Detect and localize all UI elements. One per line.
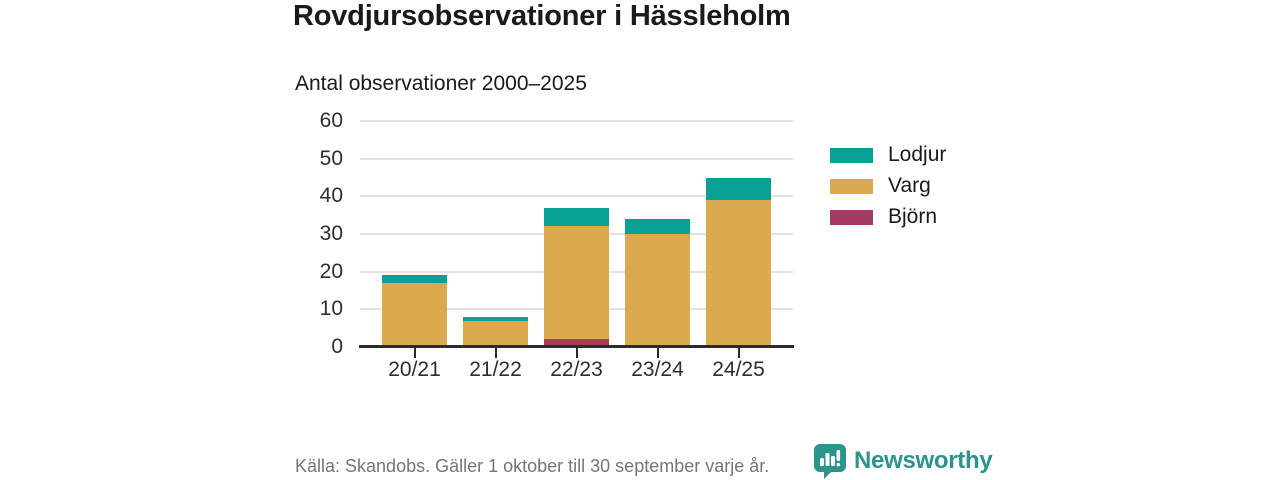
legend-label-varg: Varg: [888, 174, 931, 197]
x-axis-line: [359, 345, 794, 348]
bar-segment-björn-22/23: [544, 339, 609, 347]
newsworthy-brand-link[interactable]: Newsworthy: [813, 443, 993, 479]
x-tick-slot-24/25: [698, 348, 779, 358]
x-tick-22/23: [575, 348, 578, 358]
x-tick-slot-22/23: [536, 348, 617, 358]
bar-segment-lodjur-23/24: [625, 218, 690, 234]
legend-item-lodjur: Lodjur: [830, 142, 946, 168]
legend-swatch-varg: [830, 178, 873, 194]
x-tick-label-20/21: 20/21: [388, 358, 441, 381]
bar-slot-24/25: [698, 121, 779, 347]
stacked-bar-23/24: [625, 218, 690, 347]
y-tick-label-10: 10: [319, 297, 343, 321]
x-tick-slot-23/24: [617, 348, 698, 358]
bar-segment-varg-20/21: [382, 282, 447, 347]
page-title: Rovdjursobservationer i Hässleholm: [293, 0, 791, 32]
bar-segment-lodjur-21/22: [463, 316, 528, 321]
stacked-bar-24/25: [706, 177, 771, 347]
x-tick-slot-21/22: [455, 348, 536, 358]
x-tick-24/25: [737, 348, 740, 358]
bar-slot-22/23: [536, 121, 617, 347]
x-tick-23/24: [656, 348, 659, 358]
bar-segment-varg-23/24: [625, 234, 690, 347]
legend-label-lodjur: Lodjur: [888, 143, 947, 166]
bar-slot-20/21: [374, 121, 455, 347]
x-tick-slot-20/21: [374, 348, 455, 358]
y-tick-label-20: 20: [319, 259, 343, 283]
stacked-bar-21/22: [463, 316, 528, 347]
legend-item-björn: Björn: [830, 204, 946, 230]
y-tick-label-60: 60: [319, 109, 343, 132]
legend-swatch-björn: [830, 209, 873, 225]
gridline-y-40: [360, 195, 793, 198]
x-tick-label-23/24: 23/24: [631, 358, 684, 381]
stacked-bar-22/23: [544, 207, 609, 347]
gridline-y-50: [360, 157, 793, 160]
newsworthy-logo-icon: [814, 444, 846, 479]
y-tick-label-30: 30: [319, 222, 343, 245]
legend-label-björn: Björn: [888, 205, 938, 228]
bar-segment-varg-24/25: [706, 200, 771, 347]
y-tick-label-0: 0: [331, 335, 343, 358]
source-text: Källa: Skandobs. Gäller 1 oktober till 3…: [295, 456, 770, 476]
newsworthy-wordmark: Newsworthy: [854, 447, 993, 474]
y-tick-label-40: 40: [319, 184, 343, 208]
x-tick-21/22: [494, 348, 497, 358]
stacked-bar-20/21: [382, 275, 447, 347]
bar-slot-23/24: [617, 121, 698, 347]
bar-slot-21/22: [455, 121, 536, 347]
bar-segment-lodjur-22/23: [544, 207, 609, 227]
legend-swatch-lodjur: [830, 147, 873, 163]
chart-subtitle: Antal observationer 2000–2025: [295, 72, 587, 95]
x-axis-ticks: [374, 348, 779, 358]
x-tick-label-22/23: 22/23: [550, 358, 603, 381]
gridline-y-60: [360, 120, 793, 122]
bar-segment-lodjur-20/21: [382, 275, 447, 283]
bar-segment-lodjur-24/25: [706, 177, 771, 201]
bar-segment-varg-22/23: [544, 226, 609, 340]
bar-segment-varg-21/22: [463, 320, 528, 347]
legend: Lodjur Varg Björn: [830, 142, 946, 235]
x-tick-label-21/22: 21/22: [469, 358, 522, 381]
legend-item-varg: Varg: [830, 173, 946, 199]
y-tick-label-50: 50: [319, 146, 343, 170]
x-tick-label-24/25: 24/25: [712, 358, 765, 381]
x-axis-labels: 20/21 21/22 22/23 23/24 24/25: [374, 357, 779, 383]
bar-series-container: [374, 121, 779, 347]
x-tick-20/21: [413, 348, 416, 358]
